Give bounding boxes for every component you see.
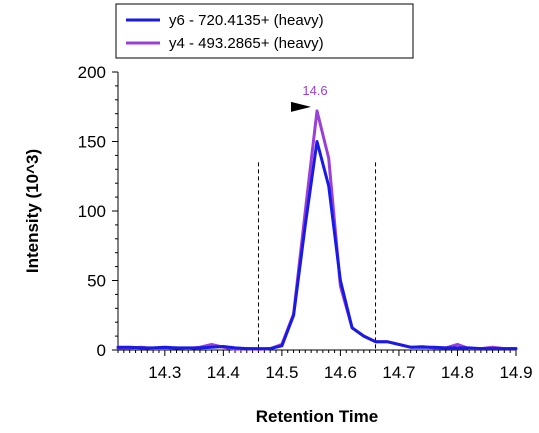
series-group (116, 109, 518, 351)
y-tick-label: 200 (78, 63, 106, 82)
y-tick-label: 150 (78, 133, 106, 152)
legend-box (115, 3, 414, 59)
y-tick-label: 50 (87, 272, 106, 291)
peak-annotation: 14.6 (291, 83, 328, 112)
legend-label-y4: y4 - 493.2865+ (heavy) (169, 35, 324, 52)
x-axis-ticks: 14.3 14.4 14.5 14.6 14.7 14.8 14.9 (117, 350, 533, 382)
x-tick-label: 14.9 (499, 363, 532, 382)
x-tick-label: 14.6 (324, 363, 357, 382)
x-tick-label: 14.8 (441, 363, 474, 382)
x-tick-label: 14.3 (148, 363, 181, 382)
peak-marker-icon (291, 101, 311, 112)
peak-boundaries (257, 162, 377, 350)
y-tick-label: 100 (78, 202, 106, 221)
x-axis-title: Retention Time (256, 407, 378, 426)
legend: y6 - 720.4135+ (heavy) y4 - 493.2865+ (h… (115, 3, 414, 59)
x-tick-label: 14.4 (207, 363, 240, 382)
x-tick-label: 14.5 (265, 363, 298, 382)
series-line-y6 (116, 140, 518, 351)
y-axis-title: Intensity (10^3) (23, 149, 42, 273)
legend-label-y6: y6 - 720.4135+ (heavy) (169, 12, 324, 29)
y-tick-label: 0 (97, 341, 106, 360)
peak-label: 14.6 (302, 83, 327, 98)
y-axis-ticks: 0 50 100 150 200 (78, 63, 118, 360)
x-tick-label: 14.7 (382, 363, 415, 382)
